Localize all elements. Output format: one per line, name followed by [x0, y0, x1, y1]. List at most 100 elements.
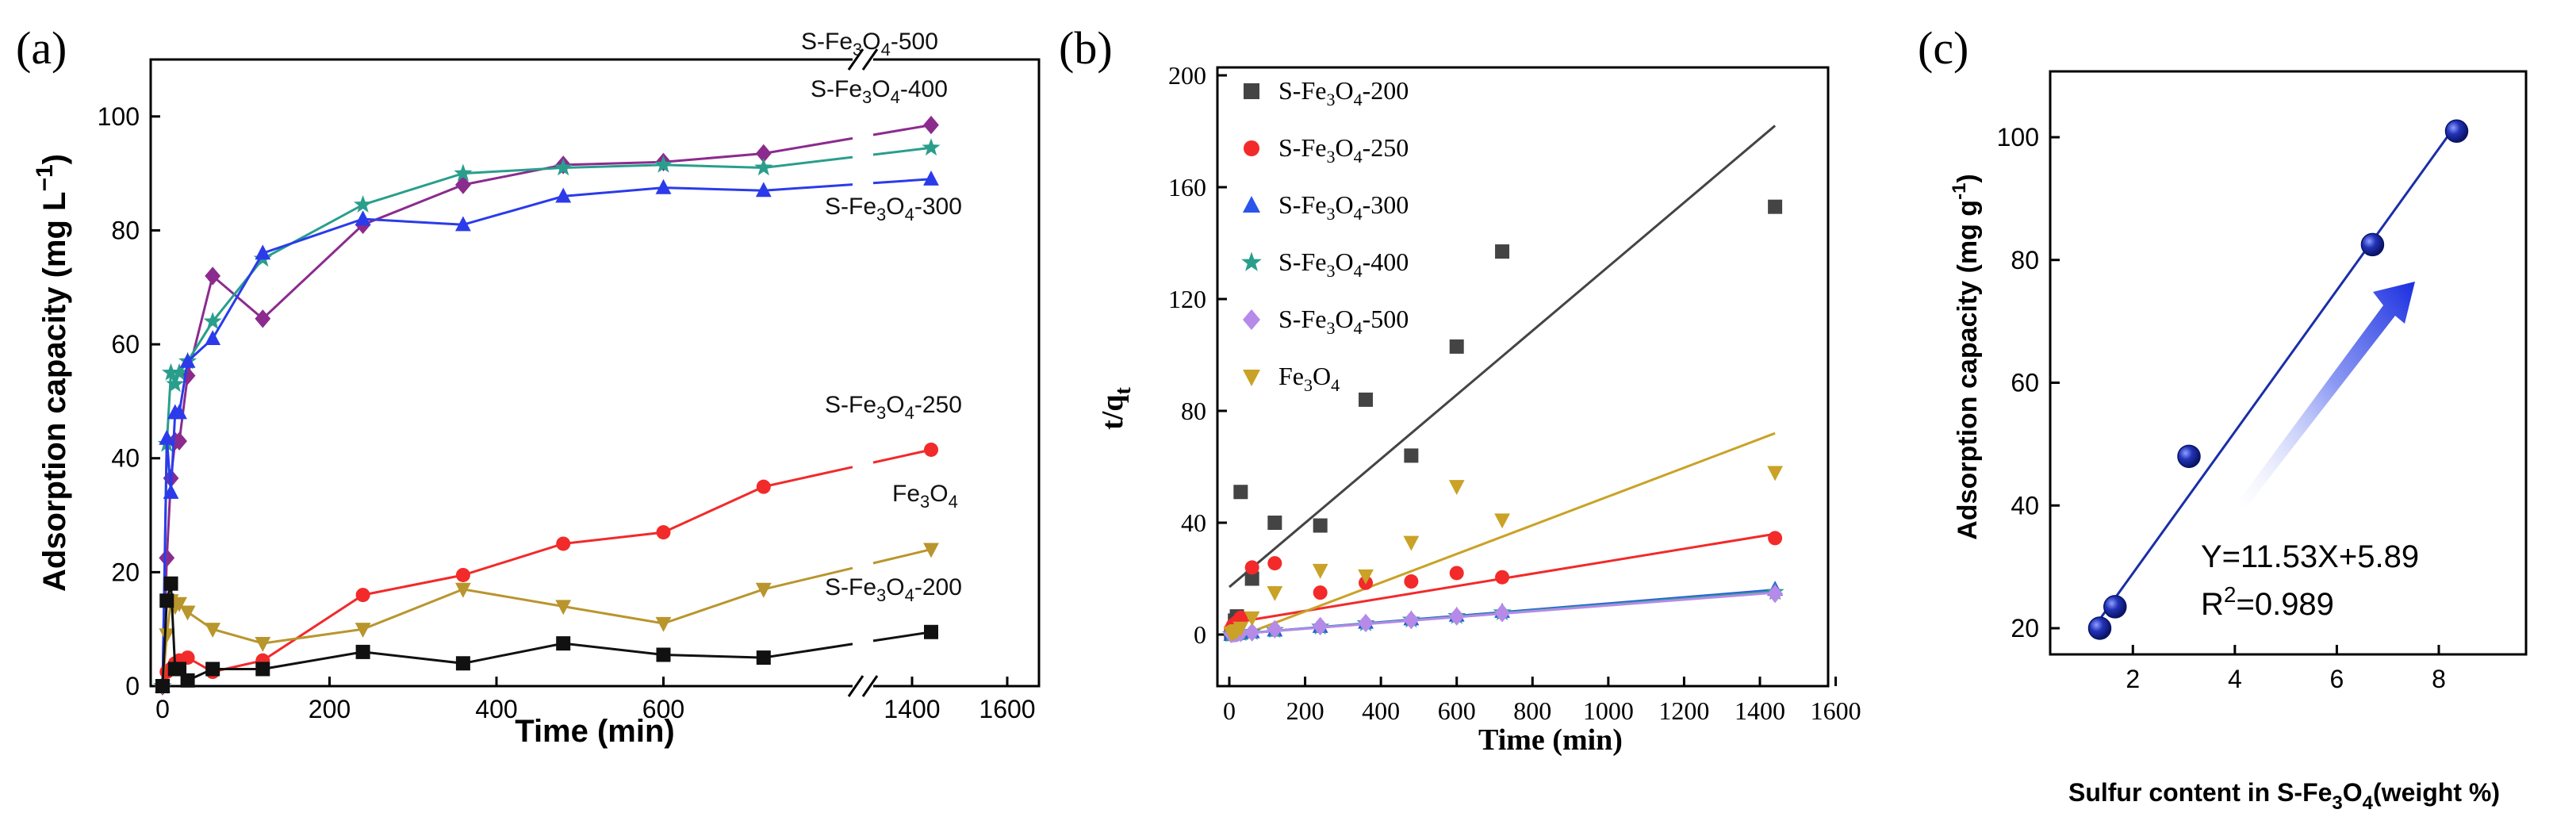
panel-b-x-tick-label: 1000	[1583, 696, 1634, 725]
panel-a-series-line	[872, 448, 932, 464]
trend-arrow	[2237, 282, 2415, 508]
panel-b-point	[1358, 569, 1374, 585]
panel-a-point	[556, 636, 571, 651]
panel-c: (c) 2 4 6 8 20 40 60 80 100 Y=11.53X+5.89 R2=0.9…	[1918, 22, 2528, 814]
panel-a-point	[923, 115, 939, 135]
panel-b-legend-label: S-Fe3O4-400	[1278, 247, 1409, 281]
panel-a-y-tick-label: 60	[111, 330, 140, 359]
panel-a-series-line	[872, 178, 932, 185]
panel-a-series-line	[872, 631, 932, 642]
panel-a-series-label: S-Fe3O4-500	[801, 29, 938, 59]
panel-c-x-tick-label: 4	[2228, 665, 2242, 693]
panel-a-point	[255, 244, 271, 260]
panel-b-axes-frame	[1216, 66, 1830, 688]
panel-b-legend-label: Fe3O4	[1278, 362, 1340, 395]
panel-a-series-line	[161, 183, 853, 687]
panel-b-legend-marker	[1243, 309, 1260, 330]
panel-c-y-tick-label: 80	[2011, 246, 2039, 274]
panel-a-series-0	[155, 115, 939, 696]
panel-b-x-tick-label: 1600	[1811, 696, 1861, 725]
panel-a-series-label: S-Fe3O4-200	[825, 574, 962, 605]
panel-b-point	[1267, 586, 1283, 601]
panel-c-axes-frame	[2049, 70, 2528, 656]
panel-a-point	[455, 567, 470, 582]
panel-a-point	[922, 138, 941, 156]
panel-a-break-mark	[861, 48, 879, 71]
panel-b-point	[1233, 485, 1248, 500]
panel-b-point	[1313, 585, 1328, 600]
panel-a-x-tick-label: 200	[309, 695, 351, 723]
panel-b-point	[1448, 607, 1465, 626]
panel-a-point	[171, 596, 187, 612]
panel-b-legend-item: Fe3O4	[1243, 362, 1340, 395]
panel-a-point	[455, 175, 471, 194]
panel-b-legend-label: S-Fe3O4-200	[1278, 76, 1409, 109]
panel-a-series-label: S-Fe3O4-300	[825, 194, 962, 224]
panel-b-legend-item: S-Fe3O4-250	[1244, 133, 1409, 167]
panel-a: (a) 0 200 400 600 1400 1600 0 20 40 60 80 100 S-Fe3…	[16, 22, 1041, 749]
panel-a-point	[180, 673, 195, 688]
panel-b-legend-label: S-Fe3O4-250	[1278, 133, 1409, 167]
fit-equation: Y=11.53X+5.89	[2201, 539, 2419, 574]
panel-b-point	[1767, 584, 1784, 604]
panel-b: (b) 0 200 400 600 800 1000 1200 1400 1600 0 40 80 12…	[1059, 22, 1861, 757]
panel-c-y-tick-label: 40	[2011, 491, 2039, 520]
panel-b-y-tick-label: 200	[1168, 61, 1206, 90]
panel-a-series-line	[872, 146, 932, 156]
panel-a-point	[455, 216, 471, 232]
panel-b-series-5	[1223, 466, 1784, 642]
panel-b-point	[1359, 392, 1374, 407]
panel-c-point	[2444, 119, 2469, 144]
panel-a-point	[455, 582, 471, 598]
panel-a-x-tick-label: 400	[475, 695, 517, 723]
panel-a-point	[159, 548, 175, 568]
panel-a-break-mark	[847, 675, 864, 697]
panel-b-legend-item: S-Fe3O4-300	[1243, 190, 1409, 224]
panel-a-point	[555, 187, 572, 203]
panel-a-point	[205, 623, 221, 638]
panel-a-point	[756, 650, 771, 665]
panel-a-series-label: S-Fe3O4-400	[811, 76, 948, 107]
panel-b-point	[1312, 563, 1328, 579]
panel-a-point	[355, 588, 370, 603]
panel-a-y-tick-label: 20	[111, 558, 140, 586]
panel-a-series-label: Fe3O4	[892, 481, 958, 512]
panel-a-point	[755, 182, 772, 198]
panel-b-point	[1404, 574, 1419, 589]
panel-b-point	[1233, 610, 1248, 625]
panel-b-y-axis-title: t/qt	[1096, 386, 1136, 429]
panel-c-x-tick-label: 6	[2330, 665, 2344, 693]
panel-a-point	[755, 582, 772, 598]
panel-a-y-tick-label: 80	[111, 216, 140, 244]
panel-c-y-tick-label: 20	[2011, 614, 2039, 642]
panel-a-series-5	[155, 576, 938, 693]
panel-b-point	[1494, 604, 1510, 623]
panel-b-y-tick-label: 0	[1194, 620, 1206, 649]
panel-c-y-tick-label: 100	[1997, 123, 2039, 152]
panel-a-point	[159, 429, 175, 445]
panel-a-point	[205, 267, 221, 286]
panel-a-series-4	[155, 543, 939, 695]
panel-a-point	[255, 662, 270, 677]
panel-a-series-2	[155, 171, 939, 693]
panel-b-point	[1267, 556, 1282, 571]
panel-a-y-tick-label: 40	[111, 444, 140, 473]
panel-c-x-tick-label: 2	[2126, 665, 2140, 693]
panel-a-point	[180, 650, 195, 665]
panel-a-point	[203, 312, 222, 330]
panel-a-point	[171, 432, 187, 451]
panel-b-series-4	[1223, 584, 1784, 643]
panel-c-label: (c)	[1918, 22, 1968, 74]
panel-a-point	[171, 404, 187, 420]
panel-a-point	[155, 679, 170, 693]
panel-b-point	[1267, 516, 1282, 530]
panel-b-y-tick-label: 120	[1168, 285, 1206, 313]
panel-a-break-mark	[847, 48, 864, 71]
panel-b-x-tick-label: 800	[1513, 696, 1551, 725]
panel-a-point	[255, 637, 271, 652]
panel-b-x-tick-label: 1400	[1735, 696, 1785, 725]
panel-b-point	[1313, 518, 1328, 533]
panel-b-point	[1267, 619, 1283, 639]
panel-a-point	[355, 623, 371, 638]
panel-a-point	[656, 525, 671, 540]
